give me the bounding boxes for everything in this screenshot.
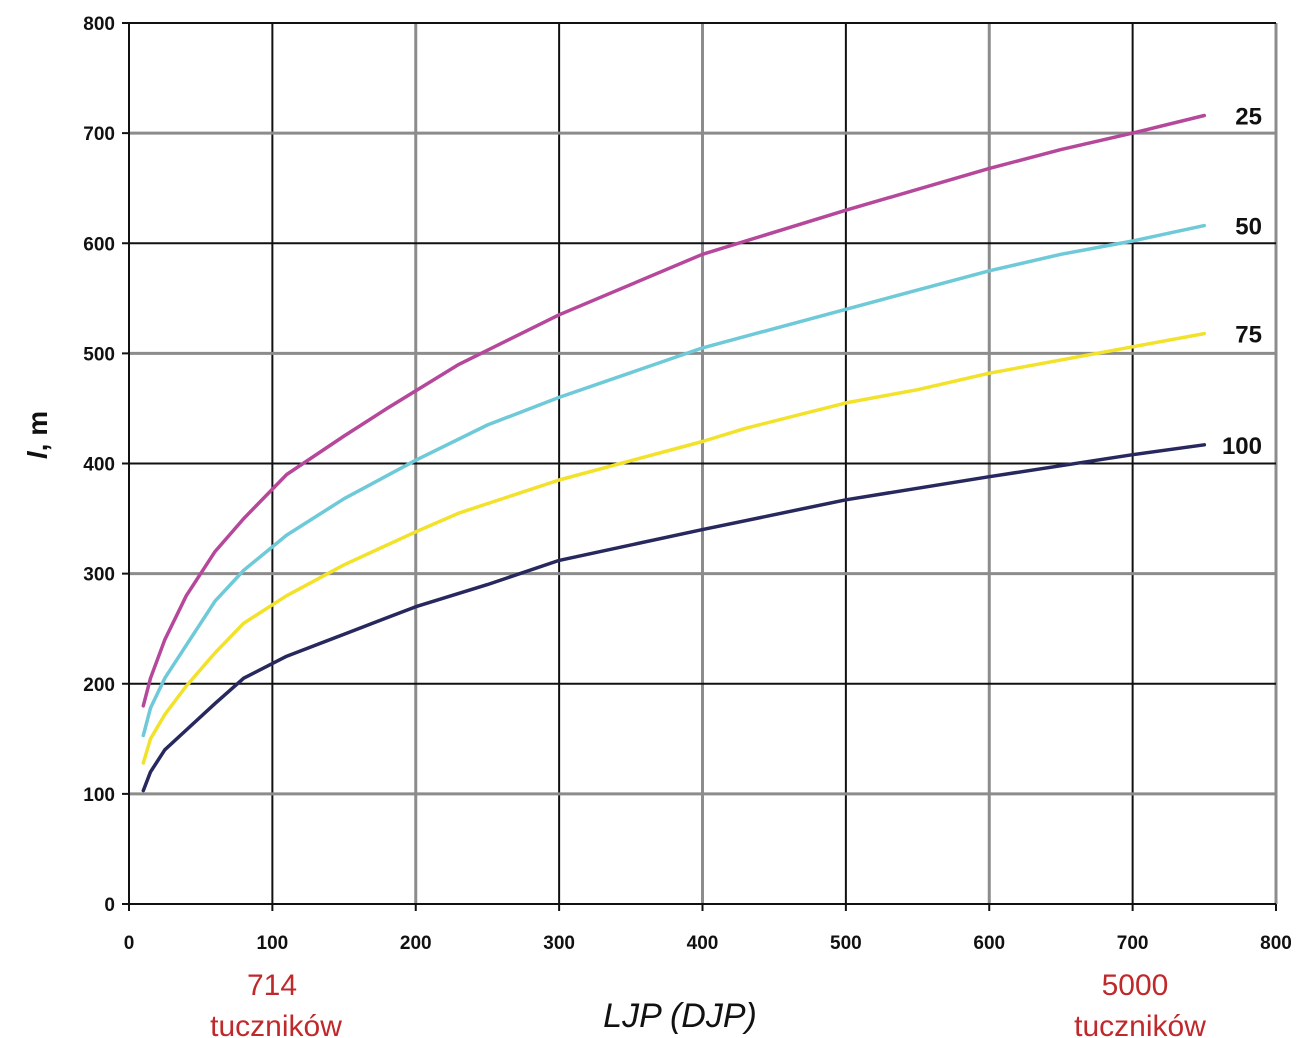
series-label-75: 75 (1235, 322, 1262, 349)
x-tick-label-400: 400 (687, 933, 719, 954)
y-axis-title-italic: l (22, 450, 53, 459)
annotation-left-value: 714 (247, 969, 297, 1002)
y-tick-label-500: 500 (83, 344, 115, 365)
y-tick-label-300: 300 (83, 565, 115, 586)
x-tick-label-600: 600 (973, 933, 1005, 954)
y-axis-title: l, m (22, 411, 53, 459)
series-lines (141, 113, 1207, 793)
y-tick-label-100: 100 (83, 785, 115, 806)
x-tick-label-100: 100 (257, 933, 289, 954)
axes (122, 22, 1277, 911)
x-axis-title: LJP (DJP) (603, 997, 757, 1035)
series-label-100: 100 (1222, 433, 1262, 460)
series-line-25 (141, 113, 1207, 708)
y-axis-title-rest: , m (22, 411, 53, 451)
y-tick-label-800: 800 (83, 14, 115, 35)
x-tick-label-0: 0 (124, 933, 135, 954)
y-tick-label-200: 200 (83, 675, 115, 696)
series-line-75 (141, 331, 1207, 765)
annotation-right-value: 5000 (1102, 969, 1169, 1002)
x-tick-label-200: 200 (400, 933, 432, 954)
series-line-100 (141, 443, 1207, 793)
y-tick-label-700: 700 (83, 124, 115, 145)
annotation-right-unit: tuczników (1074, 1010, 1206, 1038)
series-label-25: 25 (1235, 104, 1262, 131)
series-line-50 (141, 223, 1207, 738)
x-tick-label-800: 800 (1260, 933, 1292, 954)
y-tick-label-600: 600 (83, 234, 115, 255)
x-tick-label-700: 700 (1117, 933, 1149, 954)
annotation-left-unit: tuczników (210, 1010, 342, 1038)
x-tick-label-500: 500 (830, 933, 862, 954)
series-labels: 25 50 75 100 (1222, 104, 1262, 460)
x-tick-label-300: 300 (543, 933, 575, 954)
tick-labels: 0 100 200 300 400 500 600 700 800 0 100 200 300 400 50… (83, 14, 1292, 954)
y-tick-label-400: 400 (83, 455, 115, 476)
series-label-50: 50 (1235, 214, 1262, 241)
y-tick-label-0: 0 (104, 895, 115, 916)
